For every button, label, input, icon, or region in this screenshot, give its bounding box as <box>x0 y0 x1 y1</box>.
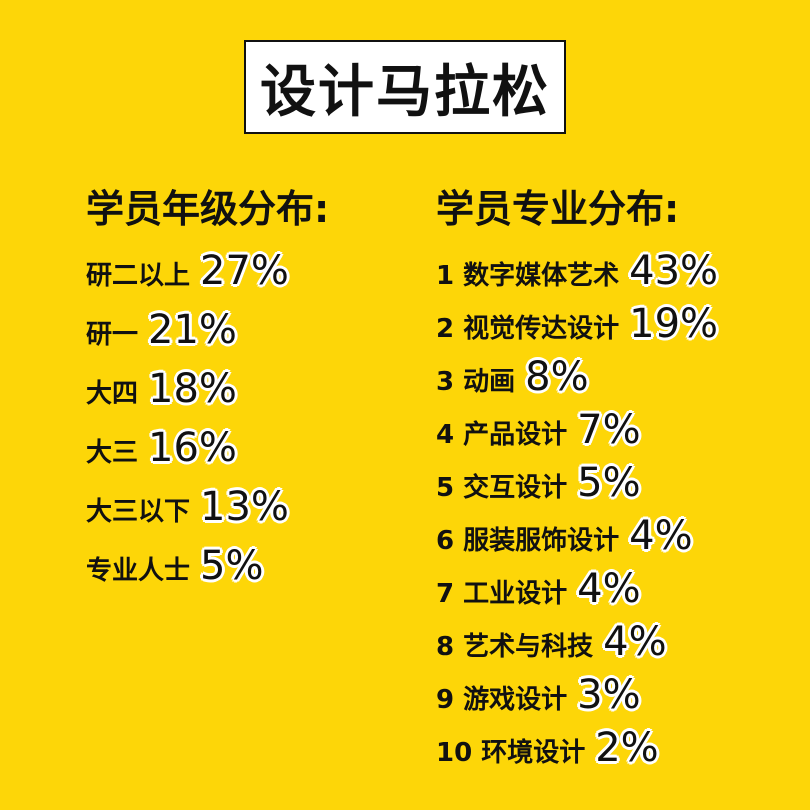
major-item: 8 艺术与科技 4% <box>436 619 667 665</box>
item-label: 2 视觉传达设计 <box>436 314 620 344</box>
item-percent: 4% <box>603 619 667 665</box>
item-percent: 19% <box>629 301 719 347</box>
item-percent: 7% <box>577 407 641 453</box>
item-label: 大三 <box>86 438 139 468</box>
major-item: 6 服装服饰设计 4% <box>436 513 693 559</box>
major-item: 9 游戏设计 3% <box>436 672 641 718</box>
item-label: 4 产品设计 <box>436 420 568 450</box>
item-percent: 2% <box>595 725 659 771</box>
major-item: 3 动画 8% <box>436 354 589 400</box>
item-percent: 4% <box>577 566 641 612</box>
major-item: 10 环境设计 2% <box>436 725 659 771</box>
major-item: 4 产品设计 7% <box>436 407 641 453</box>
item-label: 9 游戏设计 <box>436 685 568 715</box>
major-item: 5 交互设计 5% <box>436 460 641 506</box>
item-label: 8 艺术与科技 <box>436 632 594 662</box>
major-item: 2 视觉传达设计 19% <box>436 301 718 347</box>
item-percent: 21% <box>148 307 237 353</box>
item-percent: 4% <box>629 513 693 559</box>
item-label: 6 服装服饰设计 <box>436 526 620 556</box>
item-percent: 13% <box>200 484 289 530</box>
grade-item: 研二以上 27% <box>86 248 289 294</box>
grade-item: 大三以下 13% <box>86 484 289 530</box>
item-label: 7 工业设计 <box>436 579 568 609</box>
item-percent: 5% <box>200 543 264 589</box>
grade-item: 大四 18% <box>86 366 237 412</box>
item-label: 1 数字媒体艺术 <box>436 261 620 291</box>
item-label: 专业人士 <box>86 556 191 586</box>
item-label: 10 环境设计 <box>436 738 586 768</box>
major-heading: 学员专业分布: <box>436 187 680 231</box>
grade-heading: 学员年级分布: <box>86 187 330 231</box>
grade-item: 大三 16% <box>86 425 237 471</box>
item-percent: 5% <box>577 460 641 506</box>
item-percent: 3% <box>577 672 641 718</box>
item-label: 大四 <box>86 379 139 409</box>
item-label: 研一 <box>86 320 139 350</box>
grade-item: 研一 21% <box>86 307 237 353</box>
item-label: 3 动画 <box>436 367 516 397</box>
major-item: 7 工业设计 4% <box>436 566 641 612</box>
item-label: 研二以上 <box>86 261 191 291</box>
item-percent: 43% <box>629 248 719 294</box>
item-percent: 8% <box>525 354 589 400</box>
item-percent: 18% <box>148 366 237 412</box>
grade-item: 专业人士 5% <box>86 543 263 589</box>
item-label: 大三以下 <box>86 497 191 527</box>
item-percent: 16% <box>148 425 237 471</box>
major-item: 1 数字媒体艺术 43% <box>436 248 718 294</box>
item-label: 5 交互设计 <box>436 473 568 503</box>
item-percent: 27% <box>200 248 289 294</box>
title: 设计马拉松 <box>244 40 566 134</box>
